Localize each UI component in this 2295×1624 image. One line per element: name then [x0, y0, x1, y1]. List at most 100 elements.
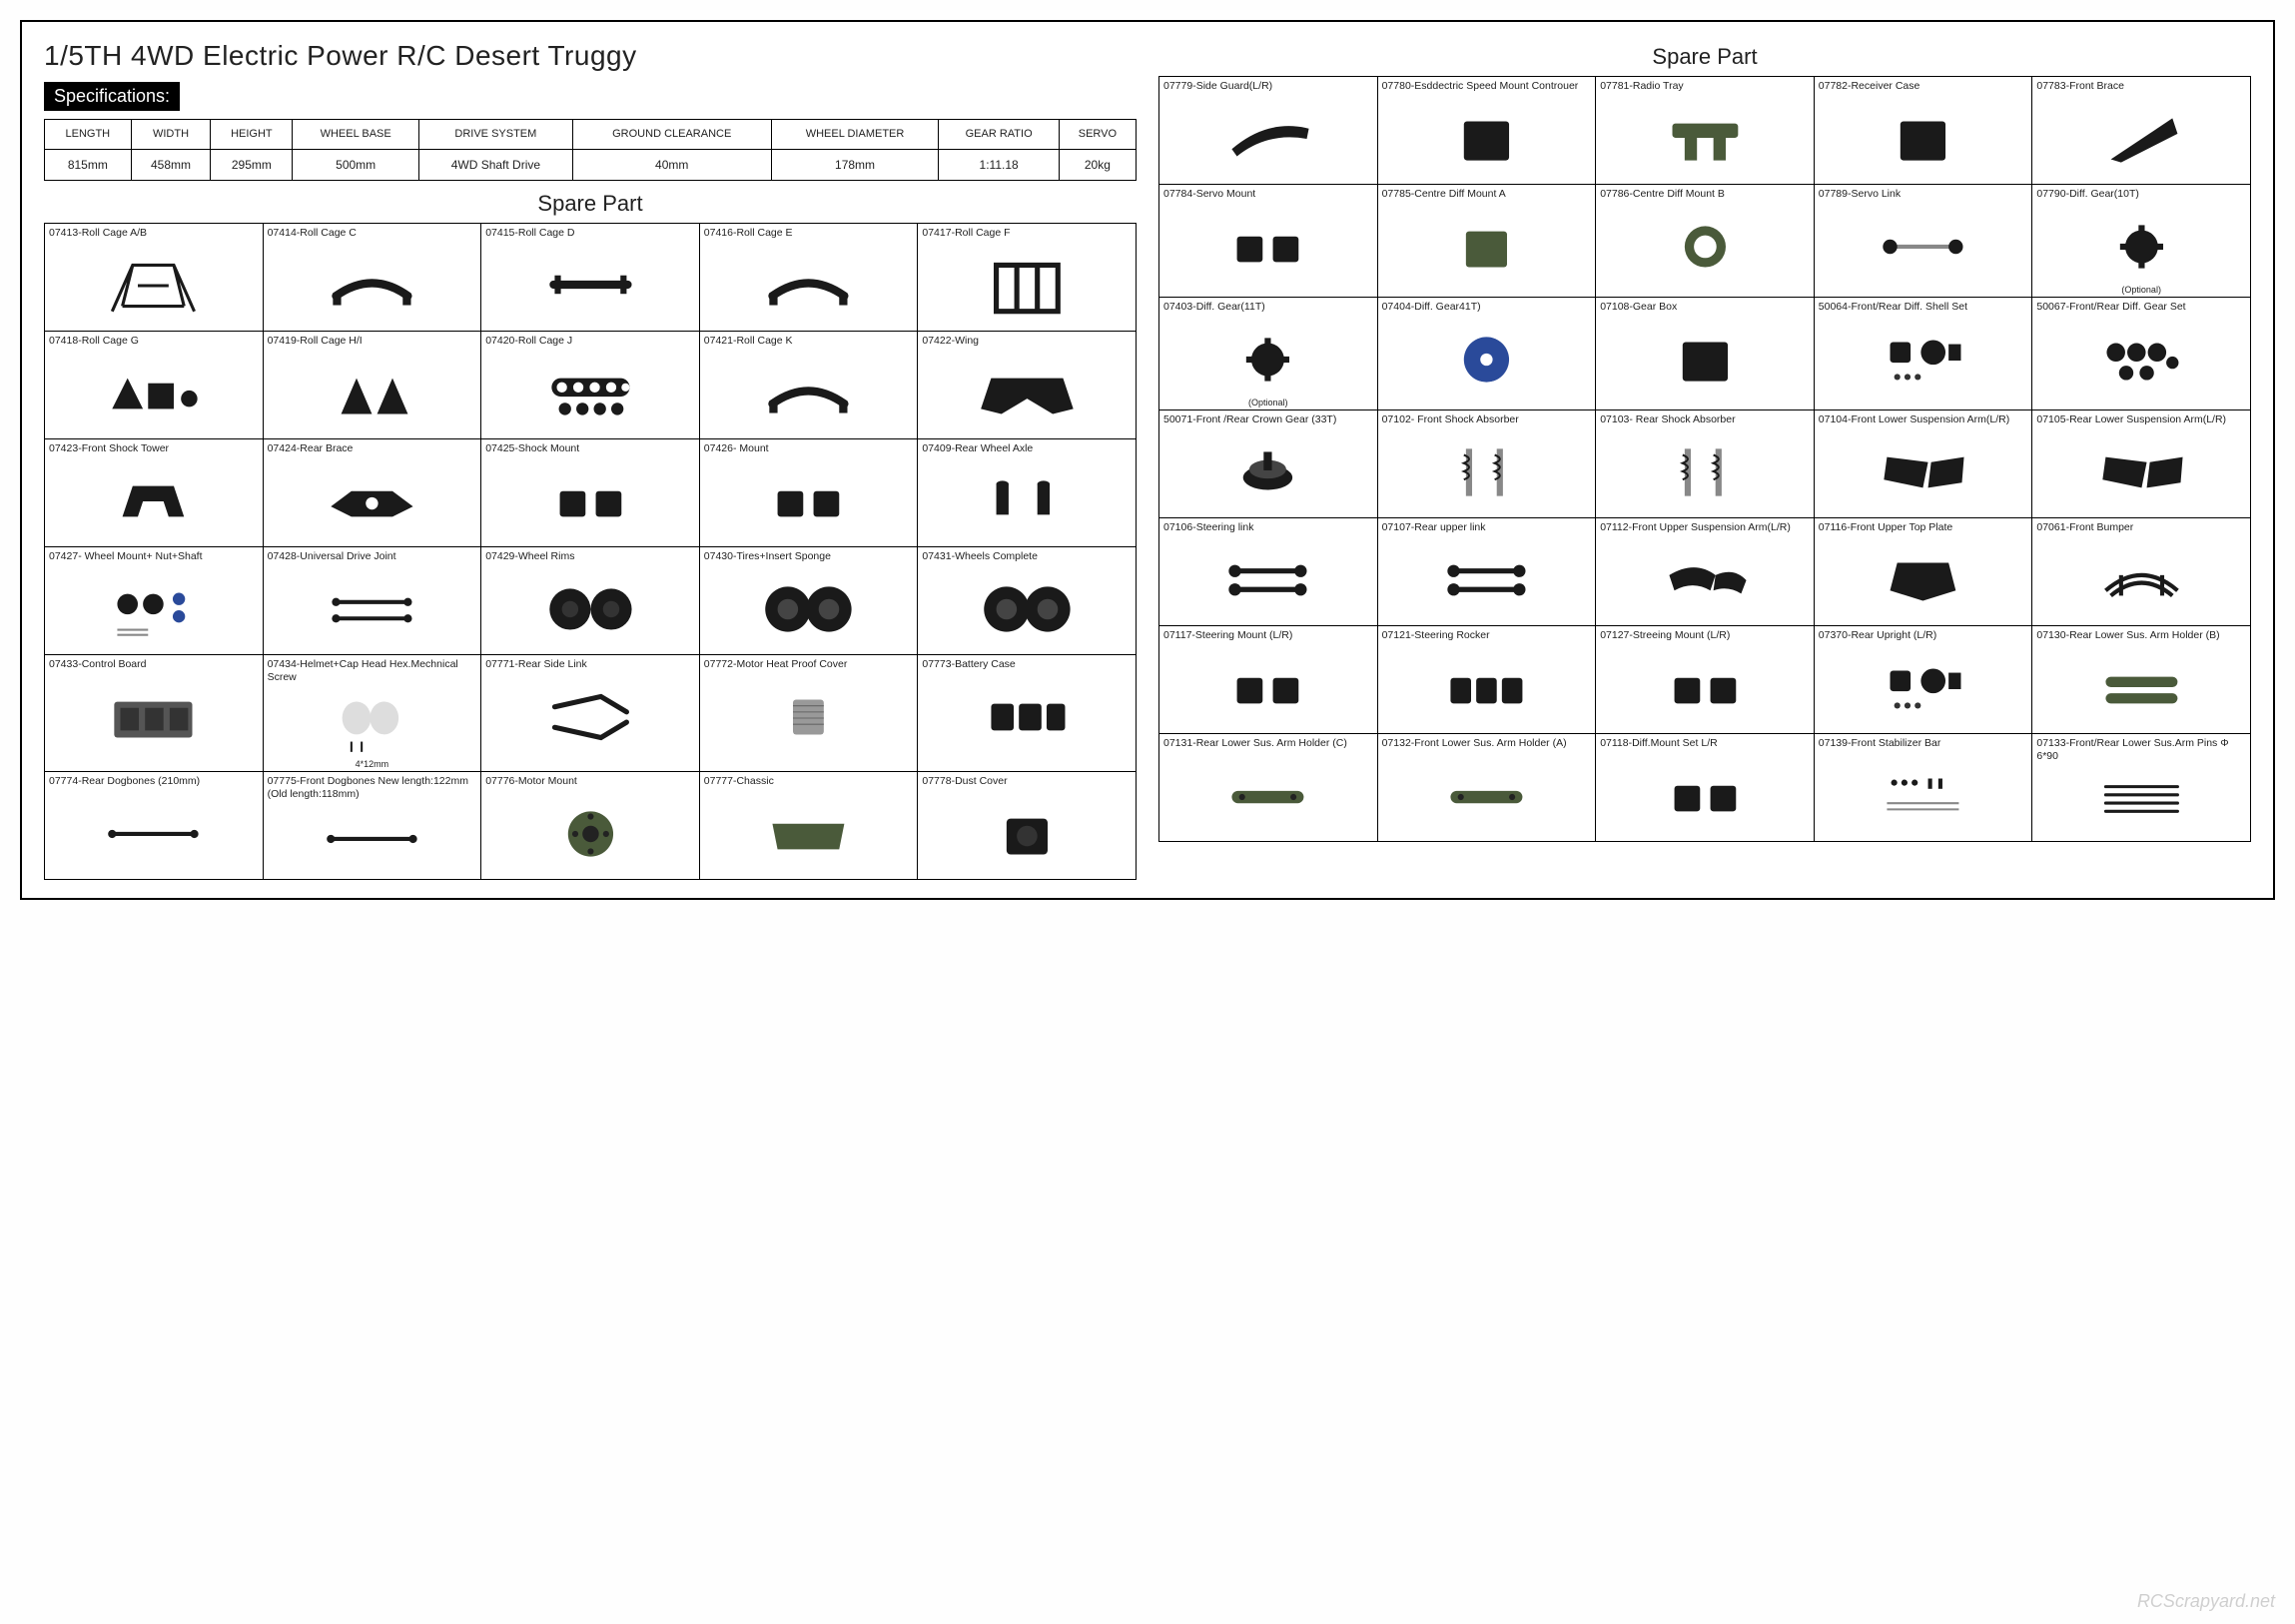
- part-icon: [1596, 758, 1814, 834]
- part-icon: [700, 463, 918, 539]
- part-cell: 07127-Streeing Mount (L/R): [1596, 626, 1815, 734]
- part-icon: [264, 801, 481, 877]
- part-label: 07133-Front/Rear Lower Sus.Arm Pins Φ 6*…: [2032, 734, 2250, 762]
- part-label: 07779-Side Guard(L/R): [1159, 77, 1377, 101]
- part-cell: 07130-Rear Lower Sus. Arm Holder (B): [2032, 626, 2251, 734]
- part-icon: [1815, 209, 2032, 285]
- part-icon: [918, 463, 1136, 539]
- part-label: 50064-Front/Rear Diff. Shell Set: [1815, 298, 2032, 322]
- part-label: 07424-Rear Brace: [264, 439, 481, 463]
- part-label: 07426- Mount: [700, 439, 918, 463]
- part-cell: 50064-Front/Rear Diff. Shell Set: [1814, 298, 2032, 410]
- part-label: 07422-Wing: [918, 332, 1136, 356]
- part-cell: 07131-Rear Lower Sus. Arm Holder (C): [1159, 734, 1378, 842]
- spec-value: 815mm: [45, 150, 132, 181]
- part-label: 07370-Rear Upright (L/R): [1815, 626, 2032, 650]
- page: 1/5TH 4WD Electric Power R/C Desert Trug…: [20, 20, 2275, 900]
- part-icon: [1596, 209, 1814, 285]
- part-cell: 07116-Front Upper Top Plate: [1814, 518, 2032, 626]
- part-icon: [1815, 758, 2032, 834]
- part-label: 07415-Roll Cage D: [481, 224, 699, 248]
- part-label: 07773-Battery Case: [918, 655, 1136, 679]
- part-cell: 07420-Roll Cage J: [481, 332, 700, 439]
- part-cell: 07774-Rear Dogbones (210mm): [45, 772, 264, 880]
- part-icon: [1596, 542, 1814, 618]
- spec-value: 500mm: [293, 150, 419, 181]
- part-label: 07423-Front Shock Tower: [45, 439, 263, 463]
- part-label: 50067-Front/Rear Diff. Gear Set: [2032, 298, 2250, 322]
- part-icon: [481, 356, 699, 431]
- part-cell: 07133-Front/Rear Lower Sus.Arm Pins Φ 6*…: [2032, 734, 2251, 842]
- part-icon: [481, 796, 699, 872]
- part-label: 07416-Roll Cage E: [700, 224, 918, 248]
- part-cell: 07427- Wheel Mount+ Nut+Shaft: [45, 547, 264, 655]
- part-label: 07116-Front Upper Top Plate: [1815, 518, 2032, 542]
- part-icon: [918, 571, 1136, 647]
- part-label: 07429-Wheel Rims: [481, 547, 699, 571]
- spec-header: SERVO: [1059, 120, 1136, 150]
- part-icon: [700, 679, 918, 755]
- part-label: 07430-Tires+Insert Sponge: [700, 547, 918, 571]
- spec-table: LENGTHWIDTHHEIGHTWHEEL BASEDRIVE SYSTEMG…: [44, 119, 1137, 181]
- part-icon: [2032, 434, 2250, 510]
- part-cell: 07783-Front Brace: [2032, 77, 2251, 185]
- part-cell: 07779-Side Guard(L/R): [1159, 77, 1378, 185]
- part-icon: [918, 796, 1136, 872]
- part-label: 07102- Front Shock Absorber: [1378, 410, 1596, 434]
- right-column: Spare Part 07779-Side Guard(L/R)07780-Es…: [1158, 40, 2251, 880]
- part-label: 07785-Centre Diff Mount A: [1378, 185, 1596, 209]
- part-label: 07112-Front Upper Suspension Arm(L/R): [1596, 518, 1814, 542]
- spec-header: GROUND CLEARANCE: [572, 120, 771, 150]
- part-label: 07425-Shock Mount: [481, 439, 699, 463]
- part-cell: 07132-Front Lower Sus. Arm Holder (A): [1377, 734, 1596, 842]
- part-label: 07105-Rear Lower Suspension Arm(L/R): [2032, 410, 2250, 434]
- part-cell: 07785-Centre Diff Mount A: [1377, 185, 1596, 298]
- part-label: 07772-Motor Heat Proof Cover: [700, 655, 918, 679]
- part-icon: [2032, 322, 2250, 398]
- part-icon: [45, 796, 263, 872]
- part-label: 07103- Rear Shock Absorber: [1596, 410, 1814, 434]
- part-label: 07786-Centre Diff Mount B: [1596, 185, 1814, 209]
- part-cell: 07790-Diff. Gear(10T)(Optional): [2032, 185, 2251, 298]
- part-cell: 07418-Roll Cage G: [45, 332, 264, 439]
- part-cell: 07417-Roll Cage F: [918, 224, 1137, 332]
- part-cell: 07425-Shock Mount: [481, 439, 700, 547]
- spec-value: 178mm: [771, 150, 939, 181]
- part-icon: [2032, 762, 2250, 838]
- part-icon: [264, 571, 481, 647]
- part-cell: 07434-Helmet+Cap Head Hex.Mechnical Scre…: [263, 655, 481, 772]
- part-cell: 07117-Steering Mount (L/R): [1159, 626, 1378, 734]
- watermark: RCScrapyard.net: [2137, 1591, 2275, 1612]
- part-cell: 07112-Front Upper Suspension Arm(L/R): [1596, 518, 1815, 626]
- spec-value: 20kg: [1059, 150, 1136, 181]
- part-cell: 07103- Rear Shock Absorber: [1596, 410, 1815, 518]
- part-label: 07419-Roll Cage H/I: [264, 332, 481, 356]
- part-icon: [1815, 542, 2032, 618]
- part-icon: [1596, 322, 1814, 398]
- part-icon: [1815, 434, 2032, 510]
- part-icon: [700, 356, 918, 431]
- part-icon: [1159, 650, 1377, 726]
- part-label: 07127-Streeing Mount (L/R): [1596, 626, 1814, 650]
- part-icon: [2032, 650, 2250, 726]
- part-label: 07414-Roll Cage C: [264, 224, 481, 248]
- part-label: 07130-Rear Lower Sus. Arm Holder (B): [2032, 626, 2250, 650]
- part-label: 07782-Receiver Case: [1815, 77, 2032, 101]
- part-cell: 07422-Wing: [918, 332, 1137, 439]
- part-label: 07418-Roll Cage G: [45, 332, 263, 356]
- left-column: 1/5TH 4WD Electric Power R/C Desert Trug…: [44, 40, 1137, 880]
- parts-grid-right: 07779-Side Guard(L/R)07780-Esddectric Sp…: [1158, 76, 2251, 842]
- part-label: 07789-Servo Link: [1815, 185, 2032, 209]
- part-label: 07433-Control Board: [45, 655, 263, 679]
- spec-header: WIDTH: [131, 120, 211, 150]
- spec-header: LENGTH: [45, 120, 132, 150]
- part-icon: [481, 571, 699, 647]
- part-cell: 07776-Motor Mount: [481, 772, 700, 880]
- part-label: 07118-Diff.Mount Set L/R: [1596, 734, 1814, 758]
- part-cell: 07108-Gear Box: [1596, 298, 1815, 410]
- part-icon: [1159, 434, 1377, 510]
- part-icon: [1815, 101, 2032, 177]
- part-label: 07117-Steering Mount (L/R): [1159, 626, 1377, 650]
- part-cell: 07121-Steering Rocker: [1377, 626, 1596, 734]
- spec-header: HEIGHT: [211, 120, 293, 150]
